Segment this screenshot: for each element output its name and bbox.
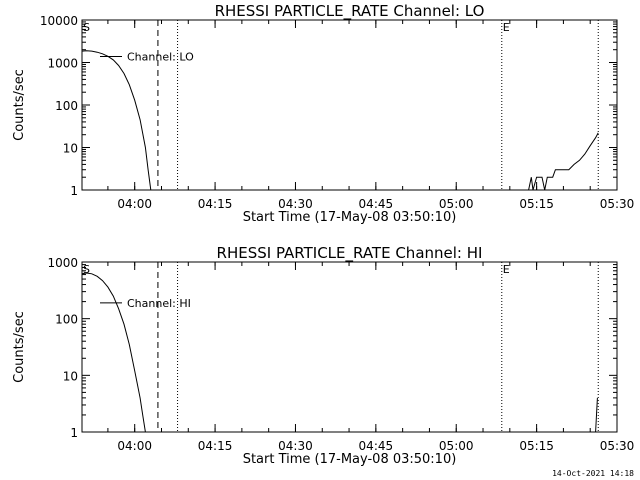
y-axis-label: Counts/sec xyxy=(12,69,27,141)
y-tick-label: 1000 xyxy=(47,57,78,71)
event-marker-label: S xyxy=(83,263,90,276)
plot-frame xyxy=(81,261,618,433)
x-tick-label: 05:15 xyxy=(519,439,554,453)
chart-title: RHESSI PARTICLE_RATE Channel: LO xyxy=(215,2,485,21)
y-tick-label: 100 xyxy=(55,313,78,327)
x-tick-label: 05:30 xyxy=(600,439,635,453)
legend-label: Channel: LO xyxy=(127,51,194,64)
x-tick-label: 04:00 xyxy=(117,197,152,211)
x-tick-label: 04:30 xyxy=(278,197,313,211)
x-tick-label: 04:45 xyxy=(359,197,394,211)
y-tick-label: 10 xyxy=(63,142,78,156)
x-tick-label: 04:30 xyxy=(278,439,313,453)
x-tick-label: 05:15 xyxy=(519,197,554,211)
y-axis-label: Counts/sec xyxy=(12,311,27,383)
x-axis-label: Start Time (17-May-08 03:50:10) xyxy=(243,210,457,225)
x-tick-label: 04:45 xyxy=(359,439,394,453)
y-tick-label: 100 xyxy=(55,99,78,113)
y-tick-label: 10 xyxy=(63,369,78,383)
y-tick-label: 1 xyxy=(70,184,78,198)
x-axis-label: Start Time (17-May-08 03:50:10) xyxy=(243,452,457,467)
y-tick-label: 1000 xyxy=(47,256,78,270)
event-marker-label: E xyxy=(503,21,510,34)
legend-label: Channel: HI xyxy=(127,297,191,310)
x-tick-label: 04:00 xyxy=(117,439,152,453)
series-line xyxy=(528,132,599,191)
x-tick-label: 05:30 xyxy=(600,197,635,211)
footer-timestamp: 14-Oct-2021 14:18 xyxy=(552,469,634,478)
series-line xyxy=(81,50,152,191)
event-marker-label: E xyxy=(503,263,510,276)
x-tick-label: 05:00 xyxy=(439,439,474,453)
event-marker-label: S xyxy=(83,21,90,34)
x-tick-label: 05:00 xyxy=(439,197,474,211)
x-tick-label: 04:15 xyxy=(198,439,233,453)
y-tick-label: 10000 xyxy=(40,14,78,28)
x-tick-label: 04:15 xyxy=(198,197,233,211)
y-tick-label: 1 xyxy=(70,426,78,440)
series-line xyxy=(595,397,598,433)
chart-title: RHESSI PARTICLE_RATE Channel: HI xyxy=(217,244,483,263)
plot-frame xyxy=(81,19,618,191)
